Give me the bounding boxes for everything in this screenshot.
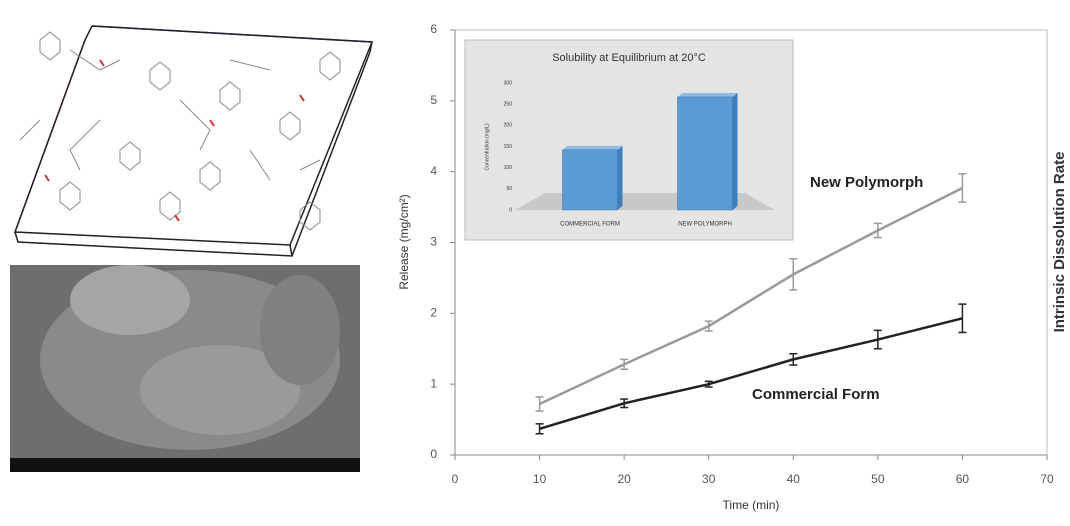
- inset-y-tick-label: 200: [504, 123, 513, 129]
- bar-top: [562, 145, 623, 150]
- inset-y-tick-label: 50: [506, 186, 512, 192]
- x-tick-label: 30: [702, 472, 716, 486]
- inset-y-tick-label: 250: [504, 101, 513, 107]
- bar-side: [732, 92, 738, 210]
- series-label: Commercial Form: [752, 386, 880, 403]
- x-tick-label: 60: [956, 472, 970, 486]
- x-tick-label: 70: [1040, 472, 1054, 486]
- x-tick-label: 10: [533, 472, 547, 486]
- y-tick-label: 4: [430, 164, 437, 178]
- error-bar: [704, 380, 713, 388]
- error-bar: [535, 396, 544, 412]
- inset-y-tick-label: 0: [509, 207, 512, 213]
- x-tick-label: 20: [617, 472, 631, 486]
- series-line: [539, 317, 963, 430]
- sem-image: [10, 265, 360, 472]
- series-label: New Polymorph: [810, 174, 923, 191]
- error-bar: [789, 352, 798, 366]
- y-tick-label: 0: [430, 447, 437, 461]
- inset-x-tick-label: NEW POLYMORPH: [678, 222, 732, 228]
- y-tick-label: 1: [430, 376, 437, 390]
- error-bar: [958, 173, 967, 203]
- x-tick-label: 40: [787, 472, 801, 486]
- y-tick-label: 6: [430, 22, 437, 36]
- y-tick-label: 2: [430, 306, 437, 320]
- inset-y-tick-label: 100: [504, 165, 513, 171]
- bar: [677, 96, 733, 211]
- series-line: [539, 186, 963, 406]
- y-axis-label: Release (mg/cm²): [397, 194, 411, 289]
- bar-top: [677, 92, 738, 97]
- error-bar: [620, 358, 629, 371]
- y-tick-label: 3: [430, 235, 437, 249]
- crystal-structure-image: [13, 25, 374, 257]
- x-tick-label: 0: [452, 472, 459, 486]
- error-bar: [958, 303, 967, 334]
- error-bar: [873, 329, 882, 350]
- error-bar: [704, 320, 713, 332]
- error-bar: [789, 258, 798, 291]
- y-tick-label: 5: [430, 93, 437, 107]
- bar-side: [617, 145, 623, 210]
- inset-y-tick-label: 300: [504, 80, 513, 86]
- inset-title: Solubility at Equilibrium at 20°C: [552, 52, 706, 64]
- error-bar: [535, 423, 544, 435]
- inset-x-tick-label: COMMERCIAL FORM: [560, 222, 620, 228]
- inset-y-tick-label: 150: [504, 144, 513, 150]
- inset-y-label: Concentration (mg/L): [484, 123, 490, 170]
- error-bar: [620, 398, 629, 409]
- bar: [562, 149, 618, 211]
- y2-axis-label: Intrinsic Dissolution Rate: [1051, 152, 1068, 333]
- x-axis-label: Time (min): [723, 498, 780, 512]
- x-tick-label: 50: [871, 472, 885, 486]
- error-bar: [873, 222, 882, 239]
